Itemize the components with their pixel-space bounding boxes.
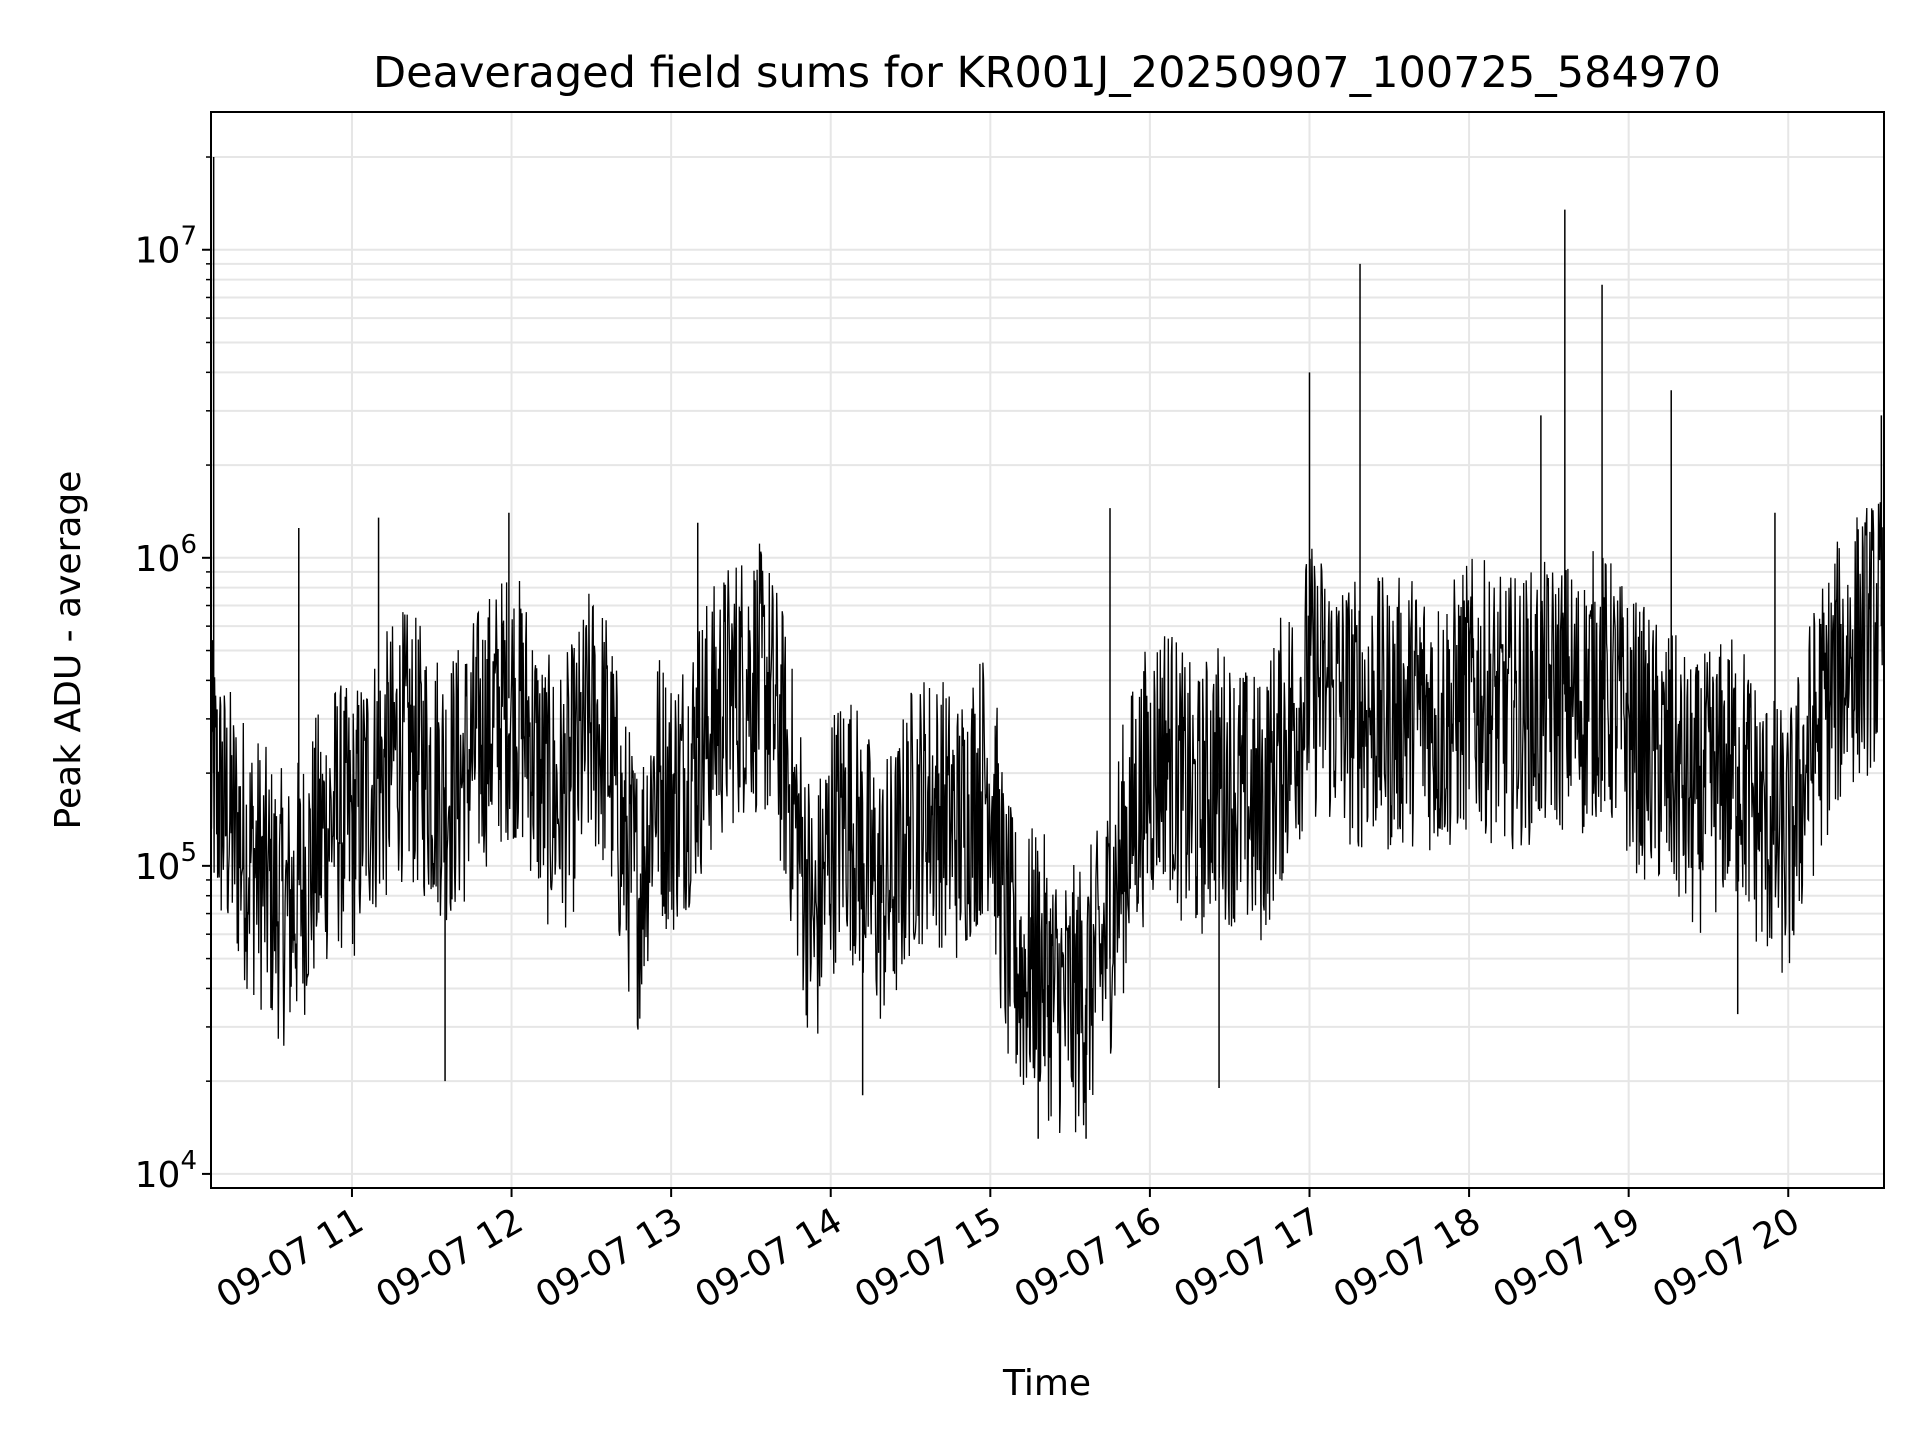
y-tick-base: 10 [135,231,181,272]
y-tick-label: 104 [135,1146,197,1196]
y-tick-exponent: 6 [180,530,197,560]
series-line [210,502,1885,1134]
y-tick-label: 106 [135,530,197,580]
x-axis-label: Time [1002,1363,1091,1404]
y-tick-exponent: 5 [180,838,197,868]
y-tick-exponent: 7 [180,222,197,252]
y-tick-label: 105 [135,838,197,888]
y-tick-exponent: 4 [180,1146,197,1176]
y-tick-label: 107 [135,222,197,272]
y-tick-base: 10 [135,1155,181,1196]
y-tick-base: 10 [135,847,181,888]
chart-title: Deaveraged field sums for KR001J_2025090… [373,48,1721,98]
plot-area [210,157,1885,1139]
y-tick-base: 10 [135,539,181,580]
y-axis-label: Peak ADU - average [48,471,89,830]
